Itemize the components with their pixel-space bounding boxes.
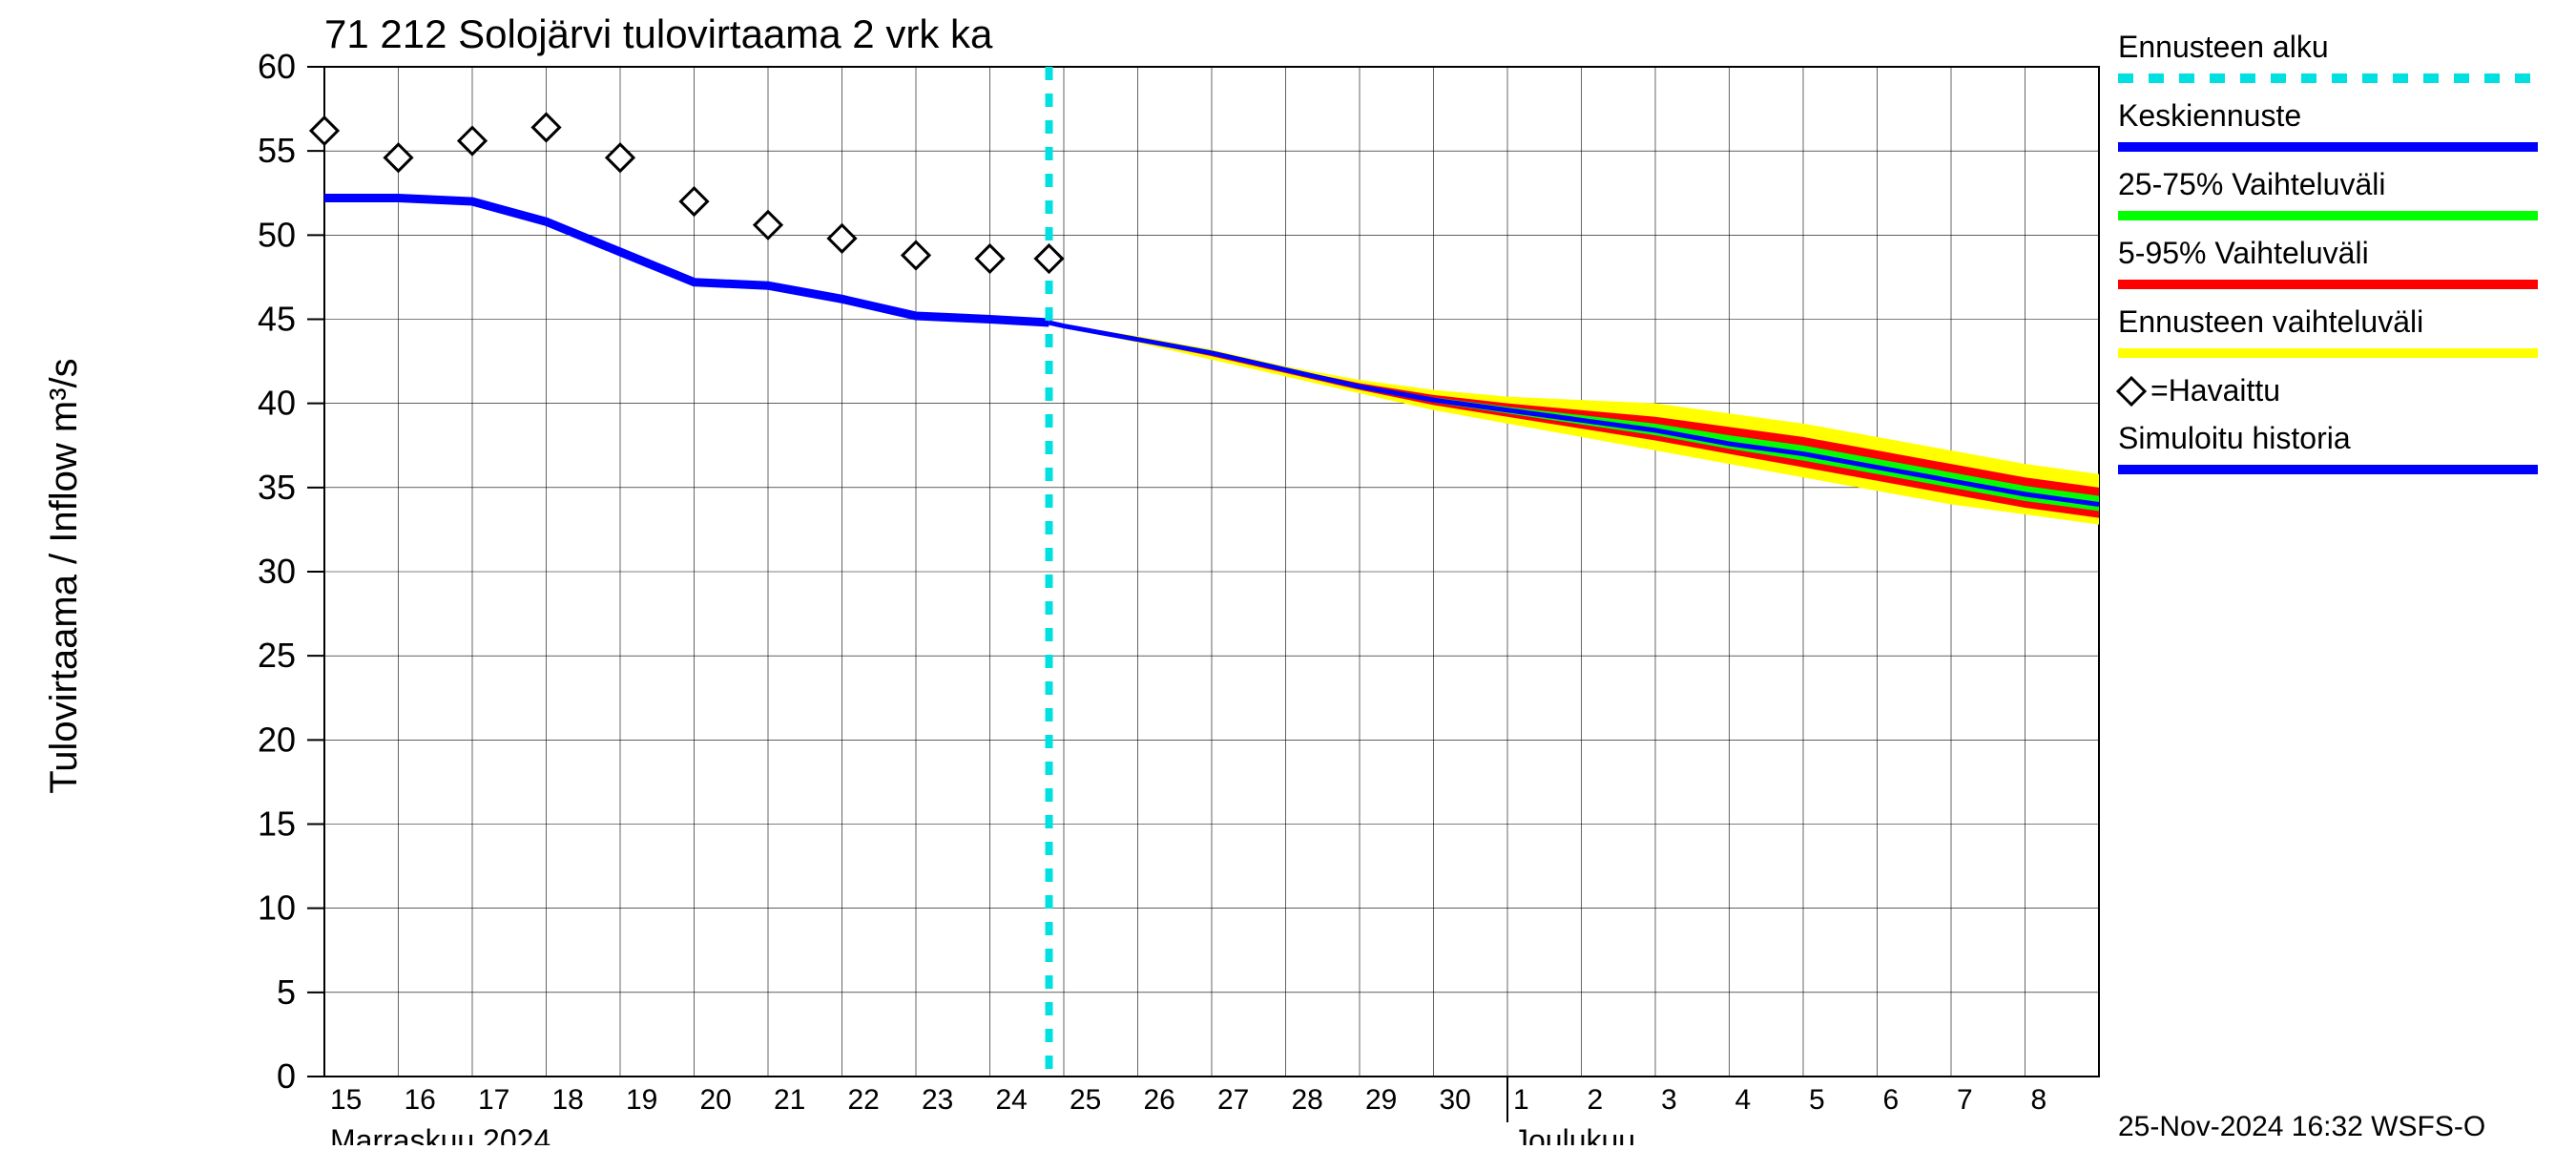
xtick-label: 20: [700, 1084, 732, 1116]
xtick-label: 16: [405, 1084, 436, 1116]
legend-label: 5-95% Vaihteluväli: [2118, 236, 2369, 270]
observed-marker: [681, 188, 708, 215]
observed-marker: [385, 144, 412, 171]
xtick-label: 28: [1292, 1084, 1323, 1116]
chart-svg: 0510152025303540455055601516171819202122…: [0, 0, 2576, 1145]
ytick-label: 40: [258, 384, 296, 423]
month2-fi: Joulukuu: [1513, 1123, 1635, 1145]
xtick-label: 3: [1661, 1084, 1677, 1116]
xtick-label: 5: [1809, 1084, 1825, 1116]
xtick-label: 25: [1070, 1084, 1101, 1116]
observed-marker: [829, 225, 856, 252]
xtick-label: 29: [1365, 1084, 1397, 1116]
ytick-label: 50: [258, 215, 296, 254]
observed-marker: [903, 241, 929, 268]
legend-label: Simuloitu historia: [2118, 421, 2351, 455]
xtick-label: 17: [478, 1084, 509, 1116]
xtick-label: 15: [330, 1084, 362, 1116]
y-axis-label: Tulovirtaama / Inflow m³/s: [43, 358, 85, 793]
xtick-label: 6: [1883, 1084, 1900, 1116]
xtick-label: 19: [626, 1084, 657, 1116]
xtick-label: 1: [1513, 1084, 1529, 1116]
footer-text: 25-Nov-2024 16:32 WSFS-O: [2118, 1111, 2485, 1142]
observed-marker: [607, 144, 634, 171]
xtick-label: 27: [1217, 1084, 1249, 1116]
legend-label: Ennusteen vaihteluväli: [2118, 304, 2423, 339]
xtick-label: 26: [1144, 1084, 1175, 1116]
xtick-label: 30: [1440, 1084, 1471, 1116]
xtick-label: 8: [2031, 1084, 2047, 1116]
observed-marker: [977, 245, 1004, 272]
ytick-label: 20: [258, 720, 296, 759]
ytick-label: 45: [258, 300, 296, 339]
simulated-history-line: [324, 199, 1049, 323]
observed-marker: [755, 212, 781, 239]
xtick-label: 24: [996, 1084, 1028, 1116]
chart-container: 0510152025303540455055601516171819202122…: [0, 0, 2576, 1150]
ytick-label: 35: [258, 468, 296, 507]
observed-marker: [311, 117, 338, 144]
observed-marker: [533, 114, 560, 140]
observed-marker: [1036, 245, 1063, 272]
xtick-label: 18: [552, 1084, 584, 1116]
xtick-label: 2: [1588, 1084, 1604, 1116]
xtick-label: 23: [922, 1084, 953, 1116]
ytick-label: 60: [258, 47, 296, 86]
ytick-label: 0: [277, 1056, 296, 1096]
ytick-label: 5: [277, 972, 296, 1012]
legend-label: 25-75% Vaihteluväli: [2118, 167, 2385, 201]
legend-label: =Havaittu: [2150, 373, 2280, 408]
legend-label: Ennusteen alku: [2118, 30, 2329, 64]
xtick-label: 21: [774, 1084, 805, 1116]
ytick-label: 15: [258, 805, 296, 844]
ytick-label: 30: [258, 552, 296, 591]
xtick-label: 7: [1957, 1084, 1973, 1116]
observed-marker: [459, 128, 486, 155]
xtick-label: 22: [848, 1084, 880, 1116]
legend-label: Keskiennuste: [2118, 98, 2301, 133]
ytick-label: 55: [258, 131, 296, 170]
xtick-label: 4: [1735, 1084, 1752, 1116]
ytick-label: 25: [258, 636, 296, 675]
legend-diamond-icon: [2118, 378, 2145, 405]
chart-title: 71 212 Solojärvi tulovirtaama 2 vrk ka: [324, 11, 993, 56]
month1-fi: Marraskuu 2024: [330, 1123, 551, 1145]
ytick-label: 10: [258, 889, 296, 928]
